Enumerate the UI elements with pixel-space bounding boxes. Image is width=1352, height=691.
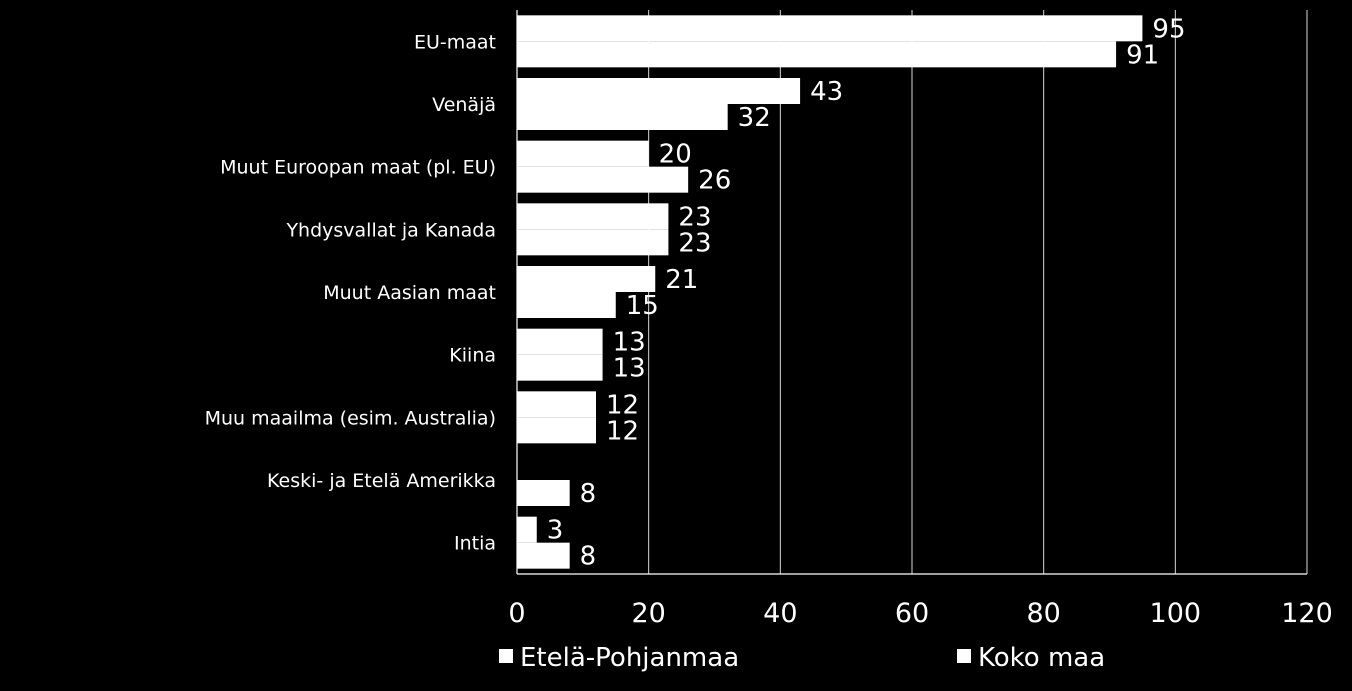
bar xyxy=(517,266,656,292)
bar xyxy=(517,203,669,230)
legend: Etelä-Pohjanmaa Koko maa xyxy=(499,643,1105,673)
bar xyxy=(517,229,669,256)
category-label: Yhdysvallat ja Kanada xyxy=(285,219,496,241)
data-label: 8 xyxy=(580,479,597,509)
x-tick-label: 40 xyxy=(763,598,797,629)
data-label: 13 xyxy=(613,354,646,384)
x-tick-label: 60 xyxy=(895,598,929,629)
legend-label: Koko maa xyxy=(978,643,1105,673)
data-label: 21 xyxy=(665,265,698,295)
data-label: 43 xyxy=(810,77,843,107)
bar xyxy=(517,542,570,569)
legend-swatch xyxy=(957,649,971,663)
data-label: 20 xyxy=(659,140,692,170)
category-label: Venäjä xyxy=(432,94,496,116)
data-label: 23 xyxy=(678,202,711,232)
category-label: Kiina xyxy=(449,345,496,367)
bar xyxy=(517,104,728,130)
legend-label: Etelä-Pohjanmaa xyxy=(520,643,739,673)
bar xyxy=(517,354,603,381)
data-label: 12 xyxy=(606,416,639,446)
x-tick-label: 20 xyxy=(631,598,665,629)
category-label: Muut Euroopan maat (pl. EU) xyxy=(220,157,496,179)
category-label: Muu maailma (esim. Australia) xyxy=(205,407,496,429)
bar xyxy=(517,328,603,355)
legend-swatch xyxy=(499,649,513,663)
bar xyxy=(517,140,649,167)
bar xyxy=(517,516,537,543)
data-label: 3 xyxy=(547,516,564,546)
category-label: Intia xyxy=(454,533,496,555)
data-label: 15 xyxy=(626,291,659,321)
x-tick-label: 80 xyxy=(1026,598,1060,629)
x-tick-label: 100 xyxy=(1150,598,1202,629)
data-label: 13 xyxy=(613,328,646,358)
x-tick-label: 0 xyxy=(508,598,525,629)
data-label: 23 xyxy=(678,228,711,258)
data-label: 91 xyxy=(1126,40,1159,70)
bar xyxy=(517,480,570,506)
data-label: 95 xyxy=(1152,14,1185,44)
bar xyxy=(517,417,596,444)
bars xyxy=(517,15,1143,569)
bar xyxy=(517,78,801,104)
bar xyxy=(517,41,1117,68)
data-label: 12 xyxy=(606,390,639,420)
category-label: Keski- ja Etelä Amerikka xyxy=(267,470,496,492)
bar xyxy=(517,292,616,318)
data-label: 26 xyxy=(698,166,731,196)
category-label: EU-maat xyxy=(414,31,496,53)
axes xyxy=(516,10,1307,575)
data-label: 8 xyxy=(580,542,597,572)
bar xyxy=(517,15,1143,42)
bar xyxy=(517,391,596,418)
category-label: Muut Aasian maat xyxy=(323,282,496,304)
data-label: 32 xyxy=(738,103,771,133)
x-tick-label: 120 xyxy=(1281,598,1333,629)
bar xyxy=(517,166,689,193)
